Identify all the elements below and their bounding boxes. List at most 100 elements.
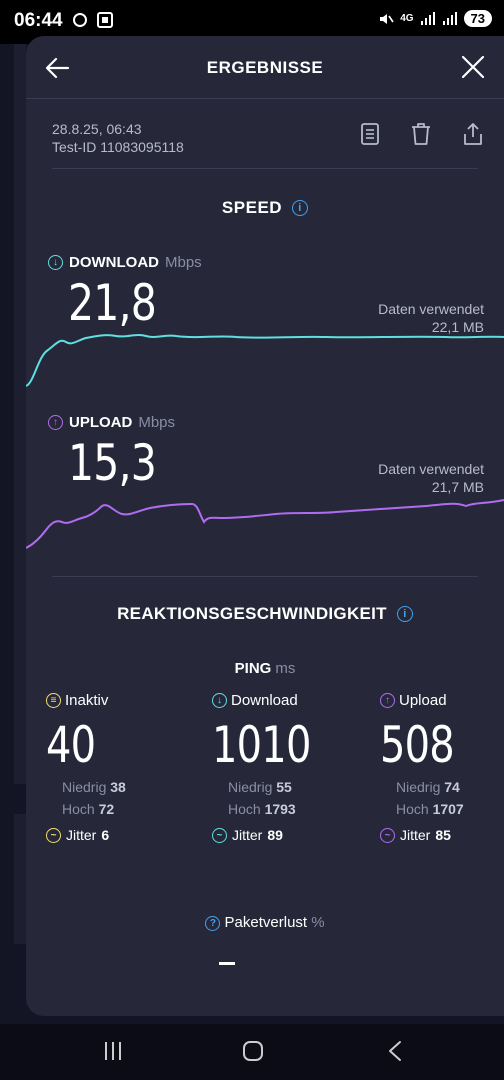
ping-upload-low-label: Niedrig	[396, 779, 441, 795]
packet-loss-unit: %	[311, 914, 325, 931]
status-right-icons: 4G 73	[378, 10, 492, 27]
upload-data-used-label: Daten verwendet	[378, 461, 484, 477]
upload-unit: Mbps	[138, 414, 176, 431]
upload-value: 15,3	[68, 434, 157, 492]
idle-icon: ≡	[46, 693, 61, 708]
trash-icon[interactable]	[410, 122, 432, 146]
download-arrow-icon: ↓	[48, 255, 63, 270]
ping-upload-high: Hoch 1707	[396, 801, 504, 817]
status-left-icons	[72, 11, 114, 29]
ping-idle-high-value: 72	[98, 801, 115, 817]
ping-idle-low-label: Niedrig	[62, 779, 107, 795]
ping-upload-low-value: 74	[444, 779, 460, 795]
status-time: 06:44	[14, 10, 63, 31]
download-value: 21,8	[68, 274, 157, 332]
battery-badge: 73	[463, 10, 492, 27]
ping-upload-label-text: Upload	[399, 692, 447, 709]
ping-upload-low: Niedrig 74	[396, 779, 504, 795]
ping-idle-label-text: Inaktiv	[65, 692, 109, 709]
ping-download-low-label: Niedrig	[228, 779, 273, 795]
ping-upload-high-value: 1707	[432, 801, 464, 817]
jitter-icon: ~	[46, 827, 61, 843]
ping-idle-high-label: Hoch	[62, 801, 95, 817]
ping-upload-label: ↑ Upload	[380, 692, 504, 709]
latency-title-text: REAKTIONSGESCHWINDIGKEIT	[117, 604, 387, 623]
ping-download-value: 1010	[212, 716, 311, 774]
screenshot-icon	[97, 12, 113, 28]
network-type: 4G	[400, 13, 414, 24]
test-id: Test-ID 11083095118	[52, 139, 184, 155]
divider-top	[52, 168, 478, 169]
upload-arrow-icon: ↑	[380, 693, 395, 708]
recent-apps-icon[interactable]	[102, 1040, 124, 1062]
ping-idle-low-value: 38	[110, 779, 126, 795]
latency-section-title: REAKTIONSGESCHWINDIGKEIT i	[26, 604, 504, 624]
ping-idle-low: Niedrig 38	[62, 779, 196, 795]
ping-upload-jitter: ~ Jitter 85	[380, 827, 504, 843]
ping-idle-high: Hoch 72	[62, 801, 196, 817]
ping-column-idle: ≡ Inaktiv 40 Niedrig 38 Hoch 72 ~ Jitter…	[46, 692, 196, 843]
ping-idle-label: ≡ Inaktiv	[46, 692, 196, 709]
ping-upload-value: 508	[380, 716, 455, 774]
mute-icon	[380, 13, 394, 24]
action-icons	[360, 122, 484, 146]
ping-download-low-value: 55	[276, 779, 292, 795]
divider-middle	[52, 576, 478, 577]
jitter-icon: ~	[212, 827, 227, 843]
ping-download-label-text: Download	[231, 692, 298, 709]
download-label: ↓ DOWNLOAD Mbps	[48, 254, 202, 271]
upload-arrow-icon: ↑	[48, 415, 63, 430]
jitter-icon: ~	[380, 827, 395, 843]
back-arrow-icon[interactable]	[44, 54, 72, 82]
download-arrow-icon: ↓	[212, 693, 227, 708]
ping-unit: ms	[275, 660, 296, 677]
upload-label: ↑ UPLOAD Mbps	[48, 414, 175, 431]
page-title: ERGEBNISSE	[206, 58, 324, 77]
packet-loss: ? Paketverlust %	[26, 914, 504, 931]
test-meta: 28.8.25, 06:43 Test-ID 11083095118	[52, 120, 184, 156]
header: ERGEBNISSE	[26, 36, 504, 99]
ping-download-jitter: ~ Jitter 89	[212, 827, 362, 843]
results-sheet: ERGEBNISSE 28.8.25, 06:43 Test-ID 110830…	[26, 36, 504, 1016]
ping-idle-jitter-label: Jitter	[66, 827, 97, 843]
ping-idle-value: 40	[46, 716, 96, 774]
ping-download-high-label: Hoch	[228, 801, 261, 817]
ping-idle-jitter-value: 6	[101, 827, 110, 843]
packet-loss-value: –	[219, 962, 235, 965]
share-icon[interactable]	[462, 122, 484, 146]
ping-download-low: Niedrig 55	[228, 779, 362, 795]
speed-section-title: SPEED i	[26, 198, 504, 218]
system-nav-bar	[0, 1024, 504, 1080]
ping-download-jitter-label: Jitter	[232, 827, 263, 843]
download-data-used: Daten verwendet 22,1 MB	[378, 300, 484, 336]
download-data-used-value: 22,1 MB	[431, 319, 484, 335]
speed-info-icon[interactable]: i	[292, 200, 309, 216]
ping-title: PING ms	[26, 660, 504, 677]
backdrop-strip-2	[14, 814, 26, 944]
upload-label-text: UPLOAD	[69, 414, 133, 431]
download-label-text: DOWNLOAD	[69, 254, 159, 271]
close-icon[interactable]	[460, 54, 486, 80]
download-data-used-label: Daten verwendet	[378, 301, 484, 317]
ping-upload-high-label: Hoch	[396, 801, 429, 817]
latency-info-icon[interactable]: i	[396, 606, 413, 622]
ping-download-high-value: 1793	[264, 801, 296, 817]
ping-download-jitter-value: 89	[267, 827, 283, 843]
document-icon[interactable]	[360, 122, 380, 146]
upload-graph	[26, 499, 504, 549]
ping-idle-jitter: ~ Jitter 6	[46, 827, 196, 843]
back-nav-icon[interactable]	[386, 1040, 404, 1062]
ping-column-download: ↓ Download 1010 Niedrig 55 Hoch 1793 ~ J…	[212, 692, 362, 843]
backdrop-strip	[14, 44, 26, 784]
signal-icon-2	[442, 11, 457, 25]
speed-title-text: SPEED	[221, 198, 283, 217]
download-unit: Mbps	[165, 254, 202, 271]
ping-column-upload: ↑ Upload 508 Niedrig 74 Hoch 1707 ~ Jitt…	[380, 692, 504, 843]
test-datetime: 28.8.25, 06:43	[52, 121, 142, 137]
home-icon[interactable]	[242, 1040, 264, 1062]
help-icon[interactable]: ?	[205, 916, 221, 931]
packet-loss-label: Paketverlust	[224, 914, 308, 931]
upload-data-used-value: 21,7 MB	[431, 479, 484, 495]
signal-icon	[420, 11, 435, 25]
ping-download-high: Hoch 1793	[228, 801, 362, 817]
